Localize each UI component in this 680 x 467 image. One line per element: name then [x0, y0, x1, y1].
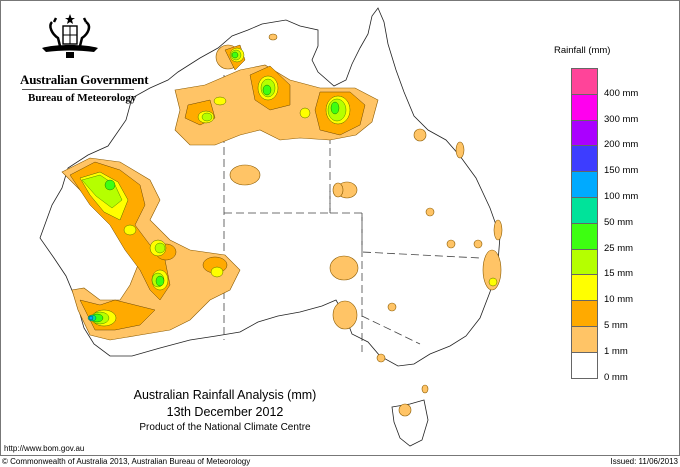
legend-swatch	[571, 326, 598, 353]
divider	[22, 89, 134, 90]
state-border	[361, 315, 421, 345]
legend-label: 15 mm	[604, 268, 634, 280]
map-date: 13th December 2012	[166, 405, 284, 419]
legend-label: 200 mm	[604, 139, 639, 151]
legend-label: 100 mm	[604, 191, 639, 202]
legend-label: 400 mm	[604, 87, 639, 99]
map-product: Product of the National Climate Centre	[139, 422, 311, 433]
legend-swatch	[571, 222, 598, 250]
legend-label: 5 mm	[604, 320, 628, 331]
coat-of-arms-icon	[42, 14, 98, 58]
legend-swatch	[571, 93, 598, 121]
state-border	[330, 212, 481, 259]
legend-label: 10 mm	[604, 294, 634, 306]
legend-label: 150 mm	[604, 165, 639, 177]
legend-label: 300 mm	[604, 113, 639, 125]
legend-title: Rainfall (mm)	[554, 45, 611, 56]
legend-swatch	[571, 274, 598, 302]
rainfall-map	[39, 7, 503, 447]
legend-swatch	[571, 300, 598, 327]
issued-date: Issued: 11/06/2013	[610, 457, 678, 466]
copyright-text: © Commonwealth of Australia 2013, Austra…	[2, 457, 251, 466]
government-title: Australian Government	[20, 72, 149, 87]
legend-swatch	[571, 145, 598, 173]
legend-swatch	[571, 119, 598, 147]
bureau-title: Bureau of Meteorology	[28, 92, 137, 104]
legend-label: 25 mm	[604, 242, 634, 254]
legend-swatch	[571, 171, 598, 198]
australian-government-logo: Australian Government Bureau of Meteorol…	[8, 12, 149, 104]
bom-url-link[interactable]: http://www.bom.gov.au	[4, 444, 85, 453]
legend-swatch	[571, 197, 598, 224]
legend-swatch	[571, 351, 598, 379]
legend-label: 1 mm	[604, 345, 628, 357]
legend-label: 0 mm	[604, 371, 628, 383]
map-title: Australian Rainfall Analysis (mm)	[133, 388, 317, 402]
legend-swatch	[571, 68, 598, 95]
legend-label: 50 mm	[604, 216, 634, 228]
legend-swatch	[571, 248, 598, 276]
